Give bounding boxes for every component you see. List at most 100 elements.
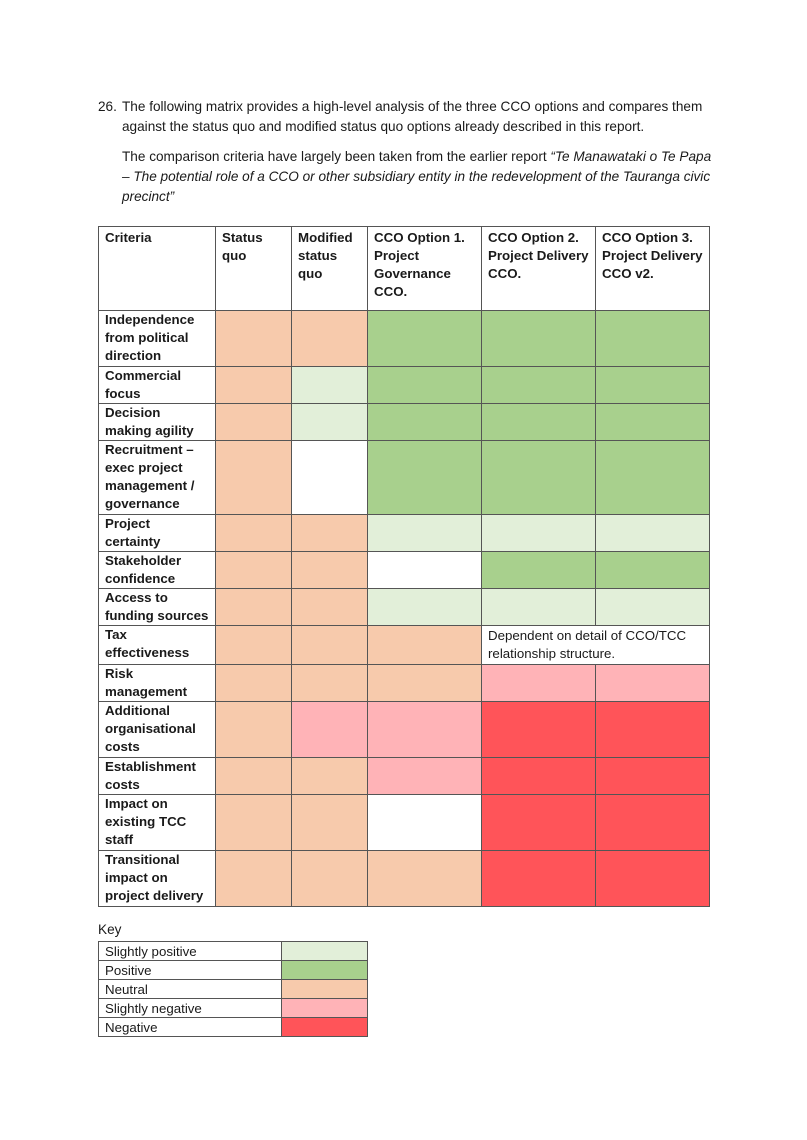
criteria-label: Recruitment – exec project management / …	[98, 440, 216, 515]
rating-cell	[595, 403, 710, 441]
table-row: Risk management	[98, 664, 710, 702]
rating-cell	[367, 310, 482, 367]
rating-cell	[215, 366, 292, 404]
criteria-label: Impact on existing TCC staff	[98, 794, 216, 851]
table-row: Establishment costs	[98, 757, 710, 795]
legend-item: Positive	[98, 960, 368, 980]
table-row: Additional organisational costs	[98, 701, 710, 758]
legend-swatch	[281, 960, 368, 980]
paragraph-number: 26.	[98, 99, 117, 114]
rating-cell	[291, 310, 368, 367]
criteria-label: Stakeholder confidence	[98, 551, 216, 589]
header-modified-status-quo: Modified status quo	[291, 226, 368, 311]
legend-swatch	[281, 1017, 368, 1037]
rating-cell	[481, 551, 596, 589]
rating-cell-split	[291, 440, 368, 515]
rating-cell	[215, 664, 292, 702]
rating-cell	[367, 588, 482, 626]
rating-cell	[595, 794, 710, 851]
rating-cell	[291, 551, 368, 589]
rating-cell	[595, 850, 710, 907]
rating-cell	[215, 440, 292, 515]
legend-item: Negative	[98, 1017, 368, 1037]
table-row: Recruitment – exec project management / …	[98, 440, 710, 515]
rating-cell	[291, 625, 368, 665]
rating-cell	[481, 850, 596, 907]
rating-cell	[215, 850, 292, 907]
legend-label: Neutral	[98, 979, 282, 999]
header-criteria: Criteria	[98, 226, 216, 311]
key-title: Key	[98, 922, 122, 937]
comparison-note: The comparison criteria have largely bee…	[122, 147, 722, 207]
legend-label: Negative	[98, 1017, 282, 1037]
rating-cell	[291, 366, 368, 404]
matrix-header-row: Criteria Status quo Modified status quo …	[98, 226, 710, 311]
legend-item: Slightly negative	[98, 998, 368, 1018]
rating-cell	[481, 664, 596, 702]
rating-cell	[367, 664, 482, 702]
comparison-note-lead: The comparison criteria have largely bee…	[122, 149, 551, 164]
table-row: Commercial focus	[98, 366, 710, 404]
table-row: Transitional impact on project delivery	[98, 850, 710, 907]
criteria-label: Transitional impact on project delivery	[98, 850, 216, 907]
header-cco-option-3: CCO Option 3. Project Delivery CCO v2.	[595, 226, 710, 311]
rating-cell-split	[367, 551, 482, 589]
criteria-label: Commercial focus	[98, 366, 216, 404]
criteria-label: Independence from political direction	[98, 310, 216, 367]
rating-cell	[481, 701, 596, 758]
legend-label: Slightly positive	[98, 941, 282, 961]
table-row: Impact on existing TCC staff	[98, 794, 710, 851]
legend-swatch	[281, 998, 368, 1018]
table-row: Project certainty	[98, 514, 710, 552]
rating-cell	[595, 701, 710, 758]
table-row: Tax effectiveness Dependent on detail of…	[98, 625, 710, 665]
rating-cell	[367, 514, 482, 552]
key-legend: Slightly positive Positive Neutral Sligh…	[98, 941, 368, 1037]
rating-cell	[367, 440, 482, 515]
rating-cell	[367, 366, 482, 404]
rating-cell	[595, 366, 710, 404]
rating-cell	[291, 850, 368, 907]
table-row: Decision making agility	[98, 403, 710, 441]
rating-cell	[481, 366, 596, 404]
legend-item: Neutral	[98, 979, 368, 999]
rating-cell	[215, 701, 292, 758]
rating-cell	[215, 588, 292, 626]
rating-cell	[291, 794, 368, 851]
legend-swatch	[281, 941, 368, 961]
criteria-label: Project certainty	[98, 514, 216, 552]
header-cco-option-1: CCO Option 1. Project Governance CCO.	[367, 226, 482, 311]
rating-cell	[481, 310, 596, 367]
criteria-label: Access to funding sources	[98, 588, 216, 626]
rating-cell	[481, 403, 596, 441]
rating-cell	[367, 757, 482, 795]
legend-swatch	[281, 979, 368, 999]
rating-cell	[291, 514, 368, 552]
header-cco-option-2: CCO Option 2. Project Delivery CCO.	[481, 226, 596, 311]
criteria-label: Tax effectiveness	[98, 625, 216, 665]
rating-cell	[367, 850, 482, 907]
rating-cell	[367, 403, 482, 441]
paragraph-text: The following matrix provides a high-lev…	[122, 99, 703, 134]
legend-item: Slightly positive	[98, 941, 368, 961]
rating-cell	[481, 588, 596, 626]
rating-cell	[595, 664, 710, 702]
rating-cell	[291, 757, 368, 795]
rating-cell	[481, 440, 596, 515]
rating-cell	[595, 440, 710, 515]
rating-cell	[595, 310, 710, 367]
rating-cell	[367, 701, 482, 758]
rating-cell	[291, 588, 368, 626]
rating-cell	[215, 794, 292, 851]
criteria-label: Additional organisational costs	[98, 701, 216, 758]
rating-cell	[215, 757, 292, 795]
criteria-label: Risk management	[98, 664, 216, 702]
tax-note: Dependent on detail of CCO/TCC relations…	[481, 625, 710, 665]
criteria-label: Establishment costs	[98, 757, 216, 795]
rating-cell	[595, 514, 710, 552]
criteria-label: Decision making agility	[98, 403, 216, 441]
legend-label: Slightly negative	[98, 998, 282, 1018]
table-row: Stakeholder confidence	[98, 551, 710, 589]
rating-cell	[367, 625, 482, 665]
rating-cell	[215, 551, 292, 589]
